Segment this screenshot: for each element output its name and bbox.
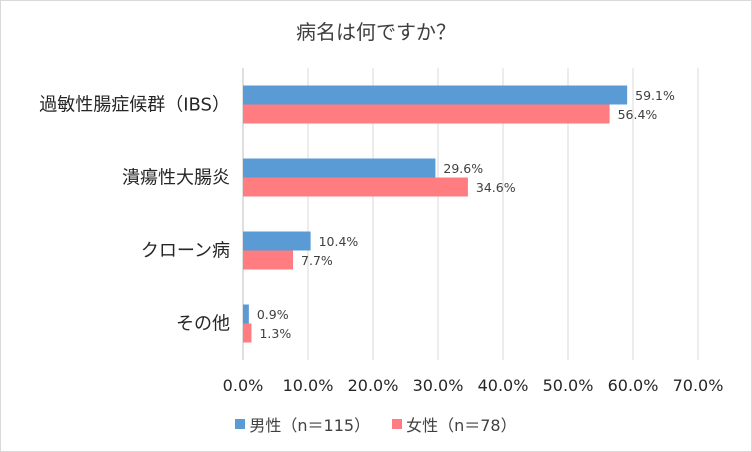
data-label: 34.6% bbox=[476, 180, 516, 195]
legend-label-male: 男性（n＝115） bbox=[249, 416, 371, 435]
legend-swatch-male bbox=[235, 419, 246, 429]
legend-item-female: 女性（n＝78） bbox=[392, 412, 517, 436]
legend-item-male: 男性（n＝115） bbox=[235, 412, 370, 436]
category-label: 過敏性腸症候群（IBS） bbox=[39, 95, 230, 116]
data-label: 56.4% bbox=[618, 107, 658, 122]
data-label: 0.9% bbox=[257, 307, 289, 322]
bar bbox=[243, 304, 249, 324]
x-tick-label: 40.0% bbox=[478, 376, 529, 395]
bar bbox=[243, 250, 294, 270]
legend-swatch-female bbox=[392, 419, 403, 429]
bar bbox=[243, 85, 628, 105]
bar bbox=[243, 323, 252, 343]
x-tick-label: 0.0% bbox=[223, 376, 264, 395]
bar bbox=[243, 158, 436, 178]
x-tick-label: 20.0% bbox=[348, 376, 399, 395]
bar bbox=[243, 231, 311, 251]
legend-label-female: 女性（n＝78） bbox=[406, 416, 517, 435]
chart-title: 病名は何ですか？ bbox=[296, 20, 456, 44]
bar bbox=[243, 177, 468, 197]
data-label: 10.4% bbox=[319, 234, 359, 249]
data-label: 7.7% bbox=[301, 253, 333, 268]
chart-legend: 男性（n＝115） 女性（n＝78） bbox=[0, 412, 752, 436]
x-tick-label: 10.0% bbox=[283, 376, 334, 395]
data-label: 29.6% bbox=[443, 161, 483, 176]
bar bbox=[243, 104, 610, 124]
category-label: その他 bbox=[176, 314, 230, 335]
x-tick-label: 50.0% bbox=[543, 376, 594, 395]
data-label: 59.1% bbox=[635, 88, 675, 103]
category-label: クローン病 bbox=[141, 241, 230, 262]
category-label: 潰瘍性大腸炎 bbox=[122, 168, 230, 189]
data-label: 1.3% bbox=[259, 326, 291, 341]
x-tick-label: 60.0% bbox=[608, 376, 659, 395]
x-tick-label: 70.0% bbox=[673, 376, 724, 395]
x-tick-label: 30.0% bbox=[413, 376, 464, 395]
